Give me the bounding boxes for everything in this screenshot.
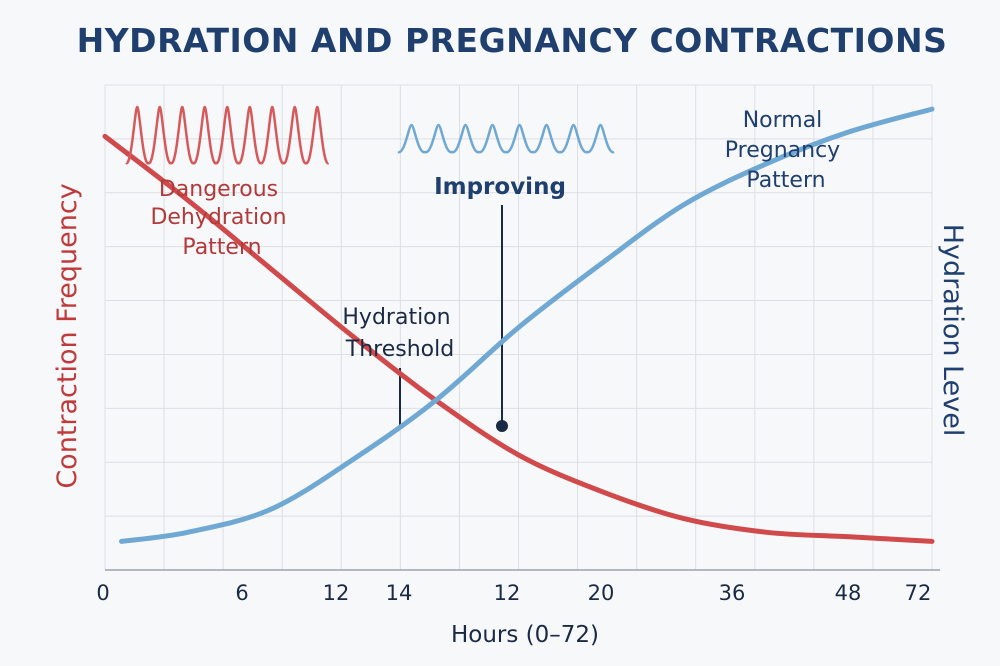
x-tick-label: 20 <box>588 581 615 605</box>
x-axis-label: Hours (0–72) <box>451 622 599 648</box>
x-axis-ticks: 0 6 12 14 12 20 36 48 72 <box>96 581 931 605</box>
y-axis-label-right: Hydration Level <box>937 224 968 437</box>
x-tick-label: 6 <box>235 581 248 605</box>
improving-marker <box>496 420 508 432</box>
dangerous-line-2: Dehydration <box>150 205 286 230</box>
x-tick-label: 48 <box>835 581 862 605</box>
x-tick-label: 12 <box>494 581 521 605</box>
chart-title: HYDRATION AND PREGNANCY CONTRACTIONS <box>77 21 948 60</box>
series-layer <box>102 106 935 544</box>
series-line-contraction <box>102 133 935 544</box>
x-tick-label: 0 <box>96 581 109 605</box>
dangerous-line-1: Dangerous <box>159 177 278 202</box>
x-tick-label: 72 <box>905 581 932 605</box>
normal-line-3: Pattern <box>746 168 825 193</box>
normal-annotation: Normal Pregnancy Pattern <box>725 108 847 193</box>
normal-line-2: Pregnancy <box>725 138 840 163</box>
x-tick-label: 36 <box>719 581 746 605</box>
dangerous-contraction-waveform-icon <box>124 105 330 165</box>
series-line-hydration <box>119 106 935 544</box>
improving-annotation: Improving <box>434 174 566 200</box>
improving-contraction-waveform-icon <box>397 123 615 154</box>
normal-line-1: Normal <box>743 108 823 133</box>
x-tick-label: 12 <box>323 581 350 605</box>
threshold-annotation: Hydration Threshold <box>342 305 457 362</box>
dangerous-annotation: Dangerous Dehydration Pattern <box>150 177 293 260</box>
threshold-line-2: Threshold <box>345 337 454 362</box>
dangerous-line-3: Pattern <box>182 235 261 260</box>
y-axis-label-left: Contraction Frequency <box>52 183 83 488</box>
x-tick-label: 14 <box>386 581 413 605</box>
threshold-line-1: Hydration <box>342 305 450 330</box>
